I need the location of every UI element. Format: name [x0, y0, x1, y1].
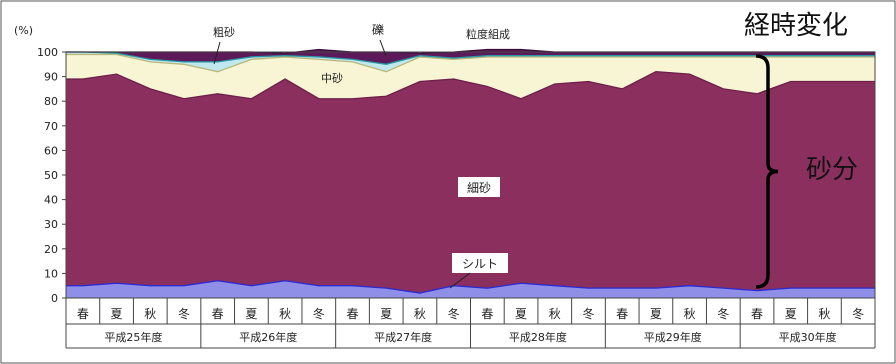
y-tick-label: 40 [44, 194, 58, 207]
x-category-label: 春 [616, 307, 628, 321]
x-group-label: 平成25年度 [104, 330, 162, 344]
sand-brace [755, 54, 779, 289]
x-category-label: 秋 [414, 307, 426, 321]
x-group-label: 平成28年度 [509, 330, 567, 344]
pointer-coarse-sand [213, 41, 221, 65]
x-category-label: 冬 [178, 306, 190, 321]
series-line-シルト [66, 280, 875, 294]
label-silt: シルト [462, 257, 498, 271]
x-category-label: 秋 [684, 307, 696, 321]
x-category-label: 春 [481, 307, 493, 321]
y-tick-label: 100 [37, 46, 58, 59]
y-tick-label: 90 [44, 71, 58, 84]
y-tick-label: 10 [44, 267, 58, 280]
x-group-label: 平成26年度 [239, 330, 297, 344]
area-中砂 [66, 54, 875, 99]
series-line-中砂 [66, 53, 875, 73]
x-category-label: 春 [347, 307, 359, 321]
x-category-label: 冬 [717, 306, 729, 321]
x-category-label: 秋 [144, 307, 156, 321]
label-coarse-sand: 粗砂 [213, 26, 235, 39]
y-tick-label: 80 [44, 95, 58, 108]
x-category-label: 冬 [852, 306, 864, 321]
label-box-fine-sand [458, 177, 500, 197]
y-tick-label: 0 [51, 292, 58, 305]
x-category-label: 秋 [818, 307, 830, 321]
x-category-label: 夏 [111, 307, 123, 321]
x-category-label: 冬 [448, 306, 460, 321]
chart-title: 粒度組成 [466, 27, 510, 41]
y-tick-label: 20 [44, 243, 58, 256]
x-category-label: 冬 [582, 306, 594, 321]
label-sand-fraction: 砂分 [806, 155, 858, 185]
pointer-silt [449, 272, 471, 289]
x-category-label: 春 [77, 307, 89, 321]
y-tick-label: 30 [44, 218, 58, 231]
y-tick-label: 50 [44, 169, 58, 182]
x-group-label: 平成29年度 [644, 330, 702, 344]
x-category-label: 秋 [279, 307, 291, 321]
x-category-label: 春 [212, 307, 224, 321]
label-fine-sand: 細砂 [467, 181, 491, 195]
x-category-label: 夏 [785, 307, 797, 321]
series-line-粗砂 [66, 51, 875, 65]
x-category-label: 夏 [515, 307, 527, 321]
heading-time-change: 経時変化 [744, 11, 848, 41]
label-medium-sand: 中砂 [321, 72, 343, 85]
y-axis-unit: (%) [14, 24, 33, 37]
x-category-label: 秋 [549, 307, 561, 321]
x-group-label: 平成27年度 [374, 330, 432, 344]
x-category-label: 夏 [380, 307, 392, 321]
y-tick-label: 60 [44, 144, 58, 157]
y-tick-label: 70 [44, 120, 58, 133]
x-category-label: 夏 [245, 307, 257, 321]
pointer-gravel [379, 39, 387, 57]
label-box-silt [452, 253, 508, 273]
x-group-label: 平成30年度 [779, 330, 837, 344]
area-シルト [66, 280, 875, 298]
x-category-label: 冬 [313, 306, 325, 321]
label-gravel: 礫 [372, 22, 384, 37]
series-line-細砂 [66, 71, 875, 100]
x-category-label: 春 [751, 307, 763, 321]
x-category-label: 夏 [650, 307, 662, 321]
